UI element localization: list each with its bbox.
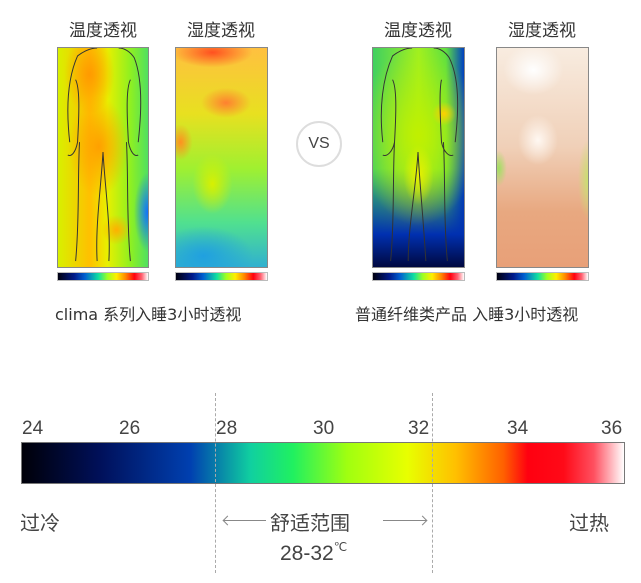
comfort-range-label: 舒适范围 [270, 511, 350, 535]
celsius-unit: ℃ [333, 540, 348, 554]
left-humidity-title: 湿度透视 [187, 21, 255, 41]
left-humidity-minibar [175, 272, 268, 281]
too-hot-label: 过热 [569, 511, 609, 535]
comfort-range-number: 28-32 [280, 542, 334, 565]
right-temperature-map [372, 47, 465, 268]
vs-badge: VS [296, 121, 342, 167]
right-humidity-map [496, 47, 589, 268]
tick-32: 32 [408, 418, 430, 439]
right-temperature-title: 温度透视 [384, 21, 452, 41]
arrow-left-icon [224, 520, 266, 521]
tick-30: 30 [313, 418, 335, 439]
right-humidity-title: 湿度透视 [508, 21, 576, 41]
left-temperature-title: 温度透视 [69, 21, 137, 41]
body-outline-icon [380, 48, 459, 262]
tick-28: 28 [216, 418, 238, 439]
right-humidity-minibar [496, 272, 589, 281]
left-caption: clima 系列入睡3小时透视 [55, 305, 242, 324]
left-temperature-map [57, 47, 149, 268]
tick-36: 36 [601, 418, 623, 439]
tick-24: 24 [22, 418, 44, 439]
comfort-range-value: 28-32℃ [280, 540, 348, 566]
right-temperature-minibar [372, 272, 465, 281]
comfort-right-divider [432, 393, 433, 573]
left-temperature-minibar [57, 272, 149, 281]
left-humidity-map [175, 47, 268, 268]
tick-34: 34 [507, 418, 529, 439]
arrow-right-icon [383, 520, 426, 521]
temperature-scale-bar [21, 442, 625, 484]
tick-26: 26 [119, 418, 141, 439]
too-cold-label: 过冷 [20, 511, 60, 535]
right-caption: 普通纤维类产品 入睡3小时透视 [355, 305, 579, 324]
comfort-left-divider [215, 393, 216, 573]
body-outline-icon [67, 48, 142, 262]
